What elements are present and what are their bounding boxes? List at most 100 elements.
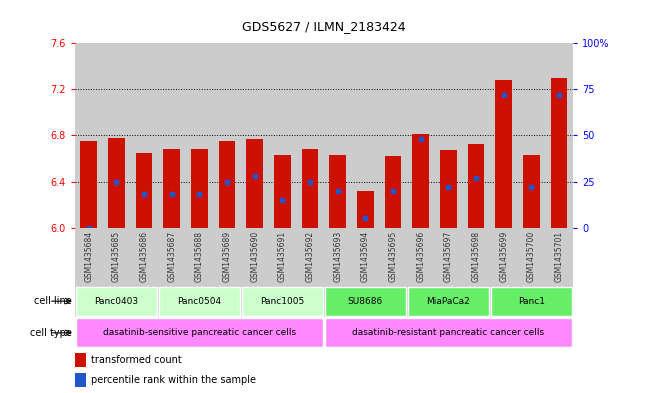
Bar	[462, 285, 490, 317]
Bar	[130, 285, 158, 317]
Bar	[159, 286, 240, 316]
Bar	[440, 151, 457, 228]
Bar	[103, 285, 130, 317]
Text: GSM1435699: GSM1435699	[499, 231, 508, 282]
Bar	[213, 228, 241, 285]
Text: GSM1435689: GSM1435689	[223, 231, 232, 282]
Text: GSM1435693: GSM1435693	[333, 231, 342, 282]
Text: GSM1435696: GSM1435696	[416, 231, 425, 282]
Bar	[435, 43, 462, 228]
Bar	[379, 43, 407, 228]
Bar	[325, 318, 572, 347]
Bar	[135, 153, 152, 228]
Bar	[268, 228, 296, 285]
Bar	[357, 191, 374, 228]
Text: GSM1435694: GSM1435694	[361, 231, 370, 282]
Bar	[491, 286, 572, 316]
Bar	[379, 228, 407, 285]
Bar	[379, 285, 407, 317]
Bar	[130, 228, 158, 285]
Text: GSM1435701: GSM1435701	[555, 231, 564, 282]
Text: GSM1435684: GSM1435684	[84, 231, 93, 282]
Text: GSM1435691: GSM1435691	[278, 231, 287, 282]
Bar	[462, 228, 490, 285]
Bar	[407, 43, 435, 228]
Bar	[268, 285, 296, 317]
Text: dasatinib-resistant pancreatic cancer cells: dasatinib-resistant pancreatic cancer ce…	[352, 329, 544, 337]
Bar	[518, 228, 545, 285]
Bar	[462, 43, 490, 228]
Bar	[75, 373, 86, 387]
Text: GSM1435688: GSM1435688	[195, 231, 204, 281]
Text: GSM1435690: GSM1435690	[250, 231, 259, 282]
Text: transformed count: transformed count	[91, 355, 182, 365]
Bar	[352, 43, 379, 228]
Bar	[191, 149, 208, 228]
Text: GDS5627 / ILMN_2183424: GDS5627 / ILMN_2183424	[242, 20, 406, 33]
Bar	[324, 228, 352, 285]
Bar	[186, 285, 213, 317]
Bar	[213, 285, 241, 317]
Bar	[490, 228, 518, 285]
Text: percentile rank within the sample: percentile rank within the sample	[91, 375, 256, 385]
Bar	[545, 228, 573, 285]
Bar	[495, 80, 512, 228]
Bar	[219, 141, 235, 228]
Bar	[407, 228, 435, 285]
Text: cell line: cell line	[34, 296, 72, 306]
Bar	[108, 138, 125, 228]
Text: SU8686: SU8686	[348, 297, 383, 306]
Bar	[75, 228, 103, 285]
Text: Panc1005: Panc1005	[260, 297, 305, 306]
Bar	[75, 353, 86, 367]
Bar	[296, 228, 324, 285]
Bar	[435, 228, 462, 285]
Bar	[324, 285, 352, 317]
Bar	[324, 43, 352, 228]
Bar	[103, 43, 130, 228]
Text: dasatinib-sensitive pancreatic cancer cells: dasatinib-sensitive pancreatic cancer ce…	[103, 329, 296, 337]
Bar	[545, 43, 573, 228]
Bar	[545, 285, 573, 317]
Bar	[467, 143, 484, 228]
Bar	[163, 149, 180, 228]
Text: cell type: cell type	[30, 328, 72, 338]
Bar	[385, 156, 401, 228]
Bar	[268, 43, 296, 228]
Bar	[81, 141, 97, 228]
Text: GSM1435686: GSM1435686	[139, 231, 148, 282]
Bar	[186, 43, 213, 228]
Bar	[241, 285, 269, 317]
Bar	[241, 43, 269, 228]
Text: GSM1435695: GSM1435695	[389, 231, 398, 282]
Text: MiaPaCa2: MiaPaCa2	[426, 297, 470, 306]
Bar	[329, 155, 346, 228]
Bar	[435, 285, 462, 317]
Bar	[130, 43, 158, 228]
Bar	[407, 285, 435, 317]
Bar	[274, 155, 290, 228]
Bar	[518, 43, 545, 228]
Bar	[490, 285, 518, 317]
Text: GSM1435697: GSM1435697	[444, 231, 453, 282]
Bar	[352, 285, 379, 317]
Bar	[301, 149, 318, 228]
Text: Panc0403: Panc0403	[94, 297, 139, 306]
Bar	[246, 139, 263, 228]
Bar	[325, 286, 406, 316]
Text: GSM1435692: GSM1435692	[305, 231, 314, 282]
Bar	[158, 228, 186, 285]
Text: Panc1: Panc1	[518, 297, 545, 306]
Bar	[76, 286, 157, 316]
Bar	[158, 43, 186, 228]
Bar	[103, 228, 130, 285]
Bar	[213, 43, 241, 228]
Bar	[413, 134, 429, 228]
Bar	[518, 285, 545, 317]
Bar	[241, 228, 269, 285]
Text: GSM1435698: GSM1435698	[471, 231, 480, 282]
Bar	[551, 78, 567, 228]
Bar	[76, 318, 323, 347]
Bar	[296, 285, 324, 317]
Bar	[408, 286, 489, 316]
